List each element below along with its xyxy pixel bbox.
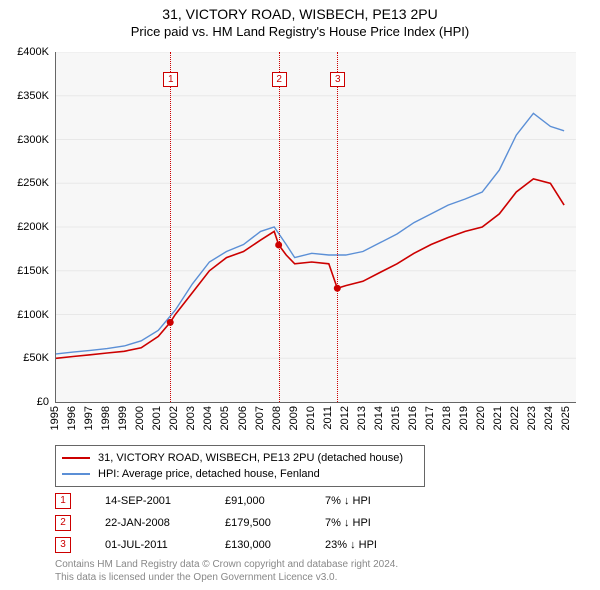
- x-tick-label: 2024: [543, 406, 555, 430]
- y-tick-label: £0: [0, 396, 49, 408]
- title-subtitle: Price paid vs. HM Land Registry's House …: [0, 24, 600, 39]
- sale-marker-icon: 3: [55, 537, 71, 553]
- x-tick-label: 1998: [100, 406, 112, 430]
- sales-row: 1 14-SEP-2001 £91,000 7% ↓ HPI: [55, 490, 445, 512]
- sale-date: 14-SEP-2001: [105, 495, 225, 507]
- sale-delta: 23% ↓ HPI: [325, 539, 445, 551]
- sale-vline: [337, 52, 338, 402]
- sale-marker-icon: 1: [163, 72, 178, 87]
- x-tick-label: 2010: [305, 406, 317, 430]
- legend-item: HPI: Average price, detached house, Fenl…: [62, 466, 418, 482]
- y-tick-label: £400K: [0, 46, 49, 58]
- y-tick-label: £200K: [0, 221, 49, 233]
- sale-vline: [170, 52, 171, 402]
- x-tick-label: 2002: [168, 406, 180, 430]
- sale-price: £91,000: [225, 495, 325, 507]
- x-tick-label: 2019: [458, 406, 470, 430]
- x-tick-label: 2005: [219, 406, 231, 430]
- legend-label: 31, VICTORY ROAD, WISBECH, PE13 2PU (det…: [98, 452, 403, 464]
- x-tick-label: 2016: [407, 406, 419, 430]
- x-tick-label: 2017: [424, 406, 436, 430]
- x-tick-label: 2023: [526, 406, 538, 430]
- sale-price: £130,000: [225, 539, 325, 551]
- x-tick-label: 2008: [271, 406, 283, 430]
- x-tick-label: 2013: [356, 406, 368, 430]
- x-tick-label: 2015: [390, 406, 402, 430]
- footnote-line: Contains HM Land Registry data © Crown c…: [55, 559, 398, 572]
- sale-delta: 7% ↓ HPI: [325, 517, 445, 529]
- x-tick-label: 2004: [202, 406, 214, 430]
- title-address: 31, VICTORY ROAD, WISBECH, PE13 2PU: [0, 6, 600, 22]
- y-tick-label: £250K: [0, 177, 49, 189]
- x-tick-label: 2018: [441, 406, 453, 430]
- sale-vline: [279, 52, 280, 402]
- x-tick-label: 1996: [66, 406, 78, 430]
- series-property: [56, 179, 564, 358]
- y-tick-label: £300K: [0, 134, 49, 146]
- y-tick-label: £100K: [0, 309, 49, 321]
- x-tick-label: 2006: [237, 406, 249, 430]
- y-tick-label: £50K: [0, 352, 49, 364]
- legend-swatch-icon: [62, 457, 90, 459]
- x-tick-label: 2007: [254, 406, 266, 430]
- x-tick-label: 2009: [288, 406, 300, 430]
- y-tick-label: £150K: [0, 265, 49, 277]
- footnote-line: This data is licensed under the Open Gov…: [55, 572, 398, 585]
- sales-row: 3 01-JUL-2011 £130,000 23% ↓ HPI: [55, 534, 445, 556]
- sale-date: 01-JUL-2011: [105, 539, 225, 551]
- chart-plot: 1 2 3: [55, 52, 576, 403]
- sale-marker-icon: 2: [272, 72, 287, 87]
- sale-marker-icon: 1: [55, 493, 71, 509]
- sales-row: 2 22-JAN-2008 £179,500 7% ↓ HPI: [55, 512, 445, 534]
- chart: 123 £0£50K£100K£150K£200K£250K£300K£350K…: [55, 52, 575, 402]
- sale-marker-icon: 3: [330, 72, 345, 87]
- legend: 31, VICTORY ROAD, WISBECH, PE13 2PU (det…: [55, 445, 425, 487]
- title-block: 31, VICTORY ROAD, WISBECH, PE13 2PU Pric…: [0, 0, 600, 39]
- sale-marker-icon: 2: [55, 515, 71, 531]
- x-tick-label: 1999: [117, 406, 129, 430]
- y-tick-label: £350K: [0, 90, 49, 102]
- x-tick-label: 2003: [185, 406, 197, 430]
- footnote: Contains HM Land Registry data © Crown c…: [55, 559, 398, 584]
- legend-item: 31, VICTORY ROAD, WISBECH, PE13 2PU (det…: [62, 450, 418, 466]
- sale-price: £179,500: [225, 517, 325, 529]
- sale-delta: 7% ↓ HPI: [325, 495, 445, 507]
- sales-table: 1 14-SEP-2001 £91,000 7% ↓ HPI 2 22-JAN-…: [55, 490, 445, 556]
- x-tick-label: 1997: [83, 406, 95, 430]
- x-tick-label: 2014: [373, 406, 385, 430]
- x-tick-label: 2021: [492, 406, 504, 430]
- legend-swatch-icon: [62, 473, 90, 475]
- page: 31, VICTORY ROAD, WISBECH, PE13 2PU Pric…: [0, 0, 600, 590]
- x-tick-label: 1995: [49, 406, 61, 430]
- x-tick-label: 2001: [151, 406, 163, 430]
- sale-date: 22-JAN-2008: [105, 517, 225, 529]
- legend-label: HPI: Average price, detached house, Fenl…: [98, 468, 320, 480]
- series-hpi: [56, 113, 564, 354]
- x-tick-label: 2000: [134, 406, 146, 430]
- x-tick-label: 2025: [560, 406, 572, 430]
- x-tick-label: 2012: [339, 406, 351, 430]
- chart-svg: [56, 52, 576, 402]
- x-tick-label: 2020: [475, 406, 487, 430]
- x-tick-label: 2022: [509, 406, 521, 430]
- x-tick-label: 2011: [322, 406, 334, 430]
